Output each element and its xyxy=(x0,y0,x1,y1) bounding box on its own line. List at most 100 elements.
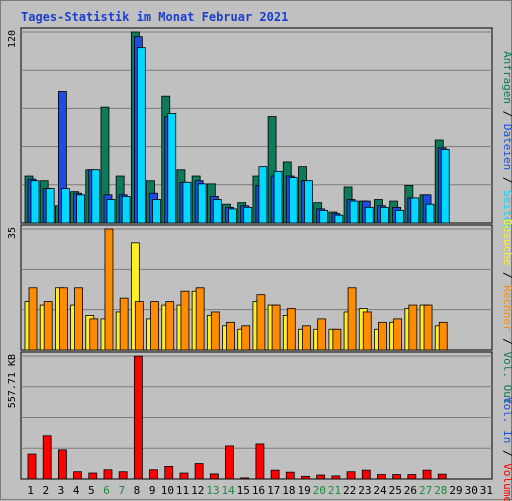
bar-seiten-day-14 xyxy=(228,208,237,224)
bar-rechner-day-18 xyxy=(286,308,296,351)
bar-volumen-day-3 xyxy=(57,449,67,480)
x-tick-label: 29 xyxy=(449,484,462,497)
bar-seiten-day-25 xyxy=(395,210,405,224)
x-tick-label: 28 xyxy=(434,484,447,497)
legend-separator: / xyxy=(501,170,512,190)
x-axis-day-labels: 1 2 3 4 5 6 7 8 9 10 11 12 13 14 15 16 17 18 19 20 21 22 23 24 2… xyxy=(27,484,493,497)
bar-seiten-day-26 xyxy=(410,197,420,224)
bar-seiten-day-23 xyxy=(364,206,374,224)
x-tick-label: 25 xyxy=(389,484,402,497)
bar-volumen-day-20 xyxy=(316,474,326,480)
x-tick-label: 11 xyxy=(176,484,189,497)
x-tick-label: 7 xyxy=(118,484,125,497)
bar-rechner-day-1 xyxy=(28,287,38,351)
bar-volumen-day-11 xyxy=(179,472,189,480)
bar-rechner-day-3 xyxy=(58,287,68,351)
visits-panel: 35 xyxy=(7,224,493,351)
bar-rechner-day-28 xyxy=(438,321,448,351)
bar-volumen-day-7 xyxy=(118,471,128,480)
bar-rechner-day-4 xyxy=(74,287,83,351)
bar-rechner-day-9 xyxy=(150,301,159,351)
bar-rechner-day-22 xyxy=(347,287,357,351)
legend-item-anfragen: Anfragen xyxy=(501,51,512,104)
bar-seiten-day-15 xyxy=(243,206,253,224)
x-tick-label: 14 xyxy=(221,484,235,497)
y-max-label: 35 xyxy=(7,227,18,239)
legend-item-volumen: Volumen xyxy=(501,463,512,501)
legend-item-besuche: Besuche xyxy=(501,219,512,265)
x-tick-label: 9 xyxy=(149,484,156,497)
bar-volumen-day-26 xyxy=(407,474,417,480)
bar-rechner-day-7 xyxy=(119,297,129,351)
x-tick-label: 10 xyxy=(161,484,174,497)
bar-volumen-day-1 xyxy=(27,453,37,480)
x-tick-label: 13 xyxy=(206,484,219,497)
bar-rechner-day-20 xyxy=(317,318,327,351)
x-tick-label: 8 xyxy=(134,484,141,497)
bar-volumen-day-6 xyxy=(103,469,113,480)
bar-rechner-day-13 xyxy=(210,311,220,351)
bar-seiten-day-6 xyxy=(106,199,116,224)
x-tick-label: 26 xyxy=(404,484,417,497)
legend-item-vol-in: Vol. In xyxy=(501,397,512,443)
bar-seiten-day-16 xyxy=(258,166,268,224)
bar-rechner-day-19 xyxy=(302,325,311,351)
bar-seiten-day-17 xyxy=(273,170,283,224)
x-tick-label: 6 xyxy=(103,484,110,497)
series-volumen xyxy=(27,355,447,480)
bar-rechner-day-2 xyxy=(43,301,53,351)
bar-rechner-day-10 xyxy=(165,301,175,351)
bar-rechner-day-21 xyxy=(332,328,342,351)
bar-volumen-day-19 xyxy=(301,475,310,480)
bar-rechner-day-26 xyxy=(408,304,418,351)
y-max-label: 557.71 KB xyxy=(7,354,18,408)
legend-group: Vol. In / Volumen xyxy=(501,397,512,501)
x-tick-label: 2 xyxy=(42,484,49,497)
x-tick-label: 20 xyxy=(313,484,326,497)
legend-separator: / xyxy=(501,104,512,124)
bar-volumen-day-17 xyxy=(270,469,280,480)
x-tick-label: 30 xyxy=(465,484,478,497)
legend-group: Besuche / Rechner / Vol. Out xyxy=(501,219,512,404)
bar-rechner-day-5 xyxy=(89,318,99,351)
legend-separator: / xyxy=(501,265,512,285)
x-tick-label: 24 xyxy=(373,484,387,497)
bar-seiten-day-1 xyxy=(30,180,40,224)
bar-seiten-day-24 xyxy=(380,206,389,224)
bar-seiten-day-28 xyxy=(440,149,450,224)
bar-rechner-day-14 xyxy=(226,321,235,351)
legend-item-dateien: Dateien xyxy=(501,124,512,170)
x-tick-label: 23 xyxy=(358,484,371,497)
bar-volumen-day-14 xyxy=(225,445,234,480)
x-tick-label: 1 xyxy=(27,484,34,497)
y-max-label: 120 xyxy=(7,30,18,48)
bar-volumen-day-16 xyxy=(255,443,265,480)
bar-volumen-day-25 xyxy=(392,474,402,480)
bar-rechner-day-12 xyxy=(195,287,205,351)
bar-seiten-day-18 xyxy=(288,177,298,224)
bar-seiten-day-8 xyxy=(136,47,146,224)
bar-seiten-day-20 xyxy=(319,210,329,224)
bar-seiten-day-2 xyxy=(45,188,55,224)
bar-seiten-day-5 xyxy=(91,169,101,224)
bar-volumen-day-2 xyxy=(42,435,52,480)
volume-panel: 557.71 KB xyxy=(7,351,493,480)
bar-volumen-day-18 xyxy=(285,471,295,480)
x-tick-label: 31 xyxy=(480,484,493,497)
bar-rechner-day-11 xyxy=(180,290,190,351)
bar-volumen-day-9 xyxy=(149,469,158,480)
x-tick-label: 19 xyxy=(297,484,310,497)
x-tick-label: 12 xyxy=(191,484,204,497)
bar-volumen-day-23 xyxy=(361,469,371,480)
bar-rechner-day-17 xyxy=(271,304,281,351)
x-tick-label: 22 xyxy=(343,484,356,497)
legend-separator: / xyxy=(501,332,512,352)
bar-rechner-day-6 xyxy=(104,228,114,351)
bar-rechner-day-16 xyxy=(256,294,266,351)
bar-rechner-day-25 xyxy=(393,318,403,351)
requests-panel: 120 xyxy=(7,27,493,224)
bar-seiten-day-27 xyxy=(425,203,435,224)
